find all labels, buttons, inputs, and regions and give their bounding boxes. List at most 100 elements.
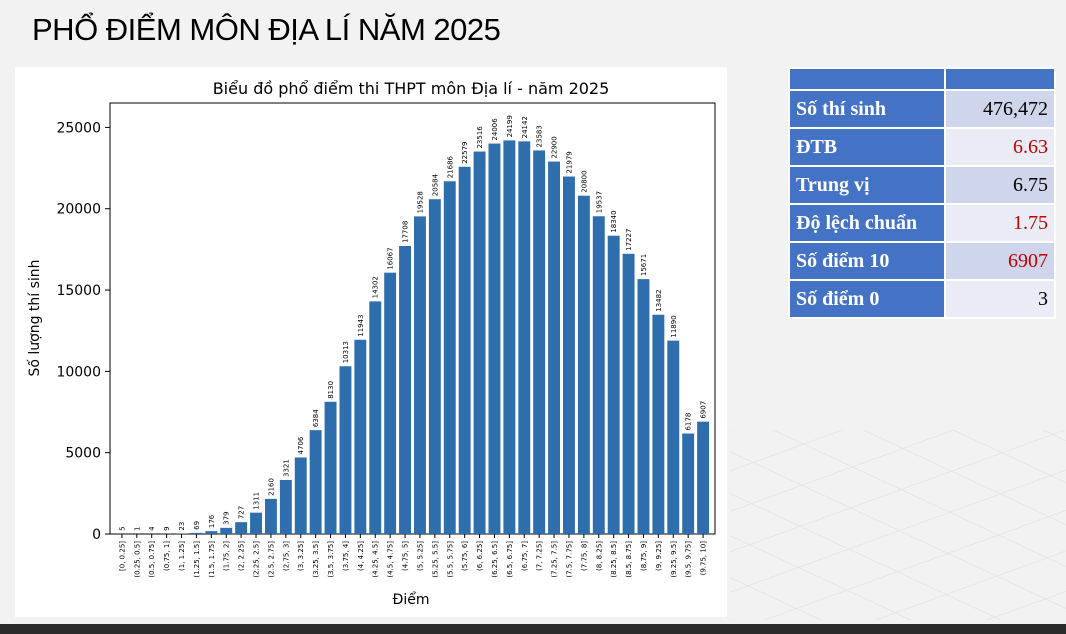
stats-value: 6907 xyxy=(944,241,1056,281)
x-axis-label: Điểm xyxy=(393,591,430,608)
stats-row: Trung vị 6.75 xyxy=(788,165,1056,205)
bar-value-label: 24006 xyxy=(491,118,499,141)
stats-row: Số thí sinh 476,472 xyxy=(788,89,1056,129)
stats-header-cell xyxy=(944,67,1056,91)
bar xyxy=(205,531,218,534)
bar-value-label: 379 xyxy=(223,511,231,524)
x-tick-label: (7, 7.25] xyxy=(536,541,544,571)
x-tick-label: (3.75, 4] xyxy=(342,541,350,571)
bar-value-label: 2160 xyxy=(267,478,275,496)
bar-value-label: 19528 xyxy=(416,191,424,213)
stats-value: 6.75 xyxy=(944,165,1056,205)
x-tick-label: (5.5, 5.75] xyxy=(446,541,454,578)
bar xyxy=(667,340,680,534)
x-tick-label: (6, 6.25] xyxy=(476,541,484,571)
y-tick-label: 0 xyxy=(92,527,101,543)
bar xyxy=(413,216,426,534)
stats-label: Trung vị xyxy=(788,165,946,205)
bar xyxy=(592,216,605,534)
x-tick-label: (7.5, 7.75] xyxy=(565,541,573,578)
stats-row: ĐTB 6.63 xyxy=(788,127,1056,167)
chart-panel: Biểu đồ phổ điểm thi THPT môn Địa lí - n… xyxy=(15,67,727,617)
bar xyxy=(563,176,575,535)
x-tick-label: (7.75, 8] xyxy=(580,541,588,571)
bar-value-label: 727 xyxy=(238,506,246,519)
stats-label: Độ lệch chuẩn xyxy=(788,203,946,243)
x-tick-label: (2, 2.25] xyxy=(238,541,246,571)
x-tick-label: (8, 8.25] xyxy=(595,541,603,571)
x-tick-label: [0, 0.25] xyxy=(118,541,126,571)
x-tick-label: (9.5, 9.75] xyxy=(685,541,693,578)
bar-value-label: 6384 xyxy=(312,409,320,427)
x-tick-label: (4.75, 5] xyxy=(402,541,410,571)
bar xyxy=(652,314,665,534)
bar xyxy=(458,166,471,534)
x-tick-label: (1.25, 1.5] xyxy=(193,541,201,578)
x-tick-label: (4.25, 4.5] xyxy=(372,541,380,578)
stats-row: Độ lệch chuẩn 1.75 xyxy=(788,203,1056,243)
stats-label: ĐTB xyxy=(788,127,946,167)
bar-value-label: 22900 xyxy=(551,136,559,158)
stats-label: Số điểm 10 xyxy=(788,241,946,281)
bar xyxy=(264,498,277,534)
bar xyxy=(488,143,501,534)
x-tick-label: (8.75, 9] xyxy=(640,541,648,571)
bar-value-label: 13482 xyxy=(655,289,663,311)
bar xyxy=(250,512,262,534)
bar-value-label: 14302 xyxy=(372,276,380,298)
chart-title: Biểu đồ phổ điểm thi THPT môn Địa lí - n… xyxy=(213,79,610,98)
bar-value-label: 5 xyxy=(118,526,126,530)
x-tick-label: (0.25, 0.5] xyxy=(133,541,141,578)
bar-value-label: 4706 xyxy=(297,436,305,454)
x-tick-label: (5.75, 6] xyxy=(461,541,469,571)
bar-value-label: 4 xyxy=(148,526,156,531)
bar xyxy=(518,141,531,534)
bar-value-label: 24199 xyxy=(506,115,514,137)
bar-value-label: 17708 xyxy=(402,221,410,243)
bar xyxy=(369,301,382,534)
bar-value-label: 21979 xyxy=(565,151,573,173)
stats-table: Số thí sinh 476,472 ĐTB 6.63 Trung vị 6.… xyxy=(788,67,1056,319)
bar-value-label: 9 xyxy=(163,526,171,530)
bar-value-label: 20584 xyxy=(431,173,439,196)
bar-value-label: 6178 xyxy=(685,413,693,431)
x-tick-label: (9.75, 10] xyxy=(700,541,708,576)
x-tick-label: (6.75, 7] xyxy=(521,541,529,571)
bar xyxy=(384,272,397,534)
bar-value-label: 8130 xyxy=(327,381,335,399)
bar-value-label: 23583 xyxy=(536,125,544,147)
x-tick-label: (3, 3.25] xyxy=(297,541,305,571)
y-tick-label: 15000 xyxy=(56,283,101,299)
bar xyxy=(279,479,292,534)
y-axis-label: Số lượng thí sinh xyxy=(26,259,43,376)
bar-value-label: 19537 xyxy=(595,191,603,213)
bar-value-label: 11890 xyxy=(670,315,678,337)
x-tick-label: (0.75, 1] xyxy=(163,541,171,571)
x-tick-label: (9, 9.25] xyxy=(655,541,663,571)
stats-header-row xyxy=(788,67,1056,91)
bar xyxy=(294,457,307,534)
x-tick-label: (2.5, 2.75] xyxy=(267,541,275,578)
bar xyxy=(697,421,710,534)
x-tick-label: (6.25, 6.5] xyxy=(491,541,499,578)
bar xyxy=(443,181,456,534)
x-tick-label: (2.25, 2.5] xyxy=(253,541,261,578)
x-tick-label: (3.5, 3.75] xyxy=(327,541,335,578)
stats-value: 6.63 xyxy=(944,127,1056,167)
bar xyxy=(533,150,546,534)
background-grid-decoration xyxy=(730,430,1066,620)
bar-value-label: 176 xyxy=(208,514,216,528)
bar-value-label: 6907 xyxy=(700,401,708,419)
bar xyxy=(339,366,352,534)
y-tick-label: 10000 xyxy=(56,364,101,380)
stats-label: Số thí sinh xyxy=(788,89,946,129)
slide-title: PHỔ ĐIỂM MÔN ĐỊA LÍ NĂM 2025 xyxy=(32,12,501,47)
x-tick-label: (2.75, 3] xyxy=(282,541,290,571)
bar xyxy=(682,433,695,534)
bar xyxy=(220,527,233,534)
x-tick-label: (5.25, 5.5] xyxy=(431,541,439,578)
stats-label: Số điểm 0 xyxy=(788,279,946,319)
stats-row: Số điểm 0 3 xyxy=(788,279,1056,319)
bar-value-label: 1 xyxy=(133,527,141,531)
x-tick-label: (3.25, 3.5] xyxy=(312,541,320,578)
